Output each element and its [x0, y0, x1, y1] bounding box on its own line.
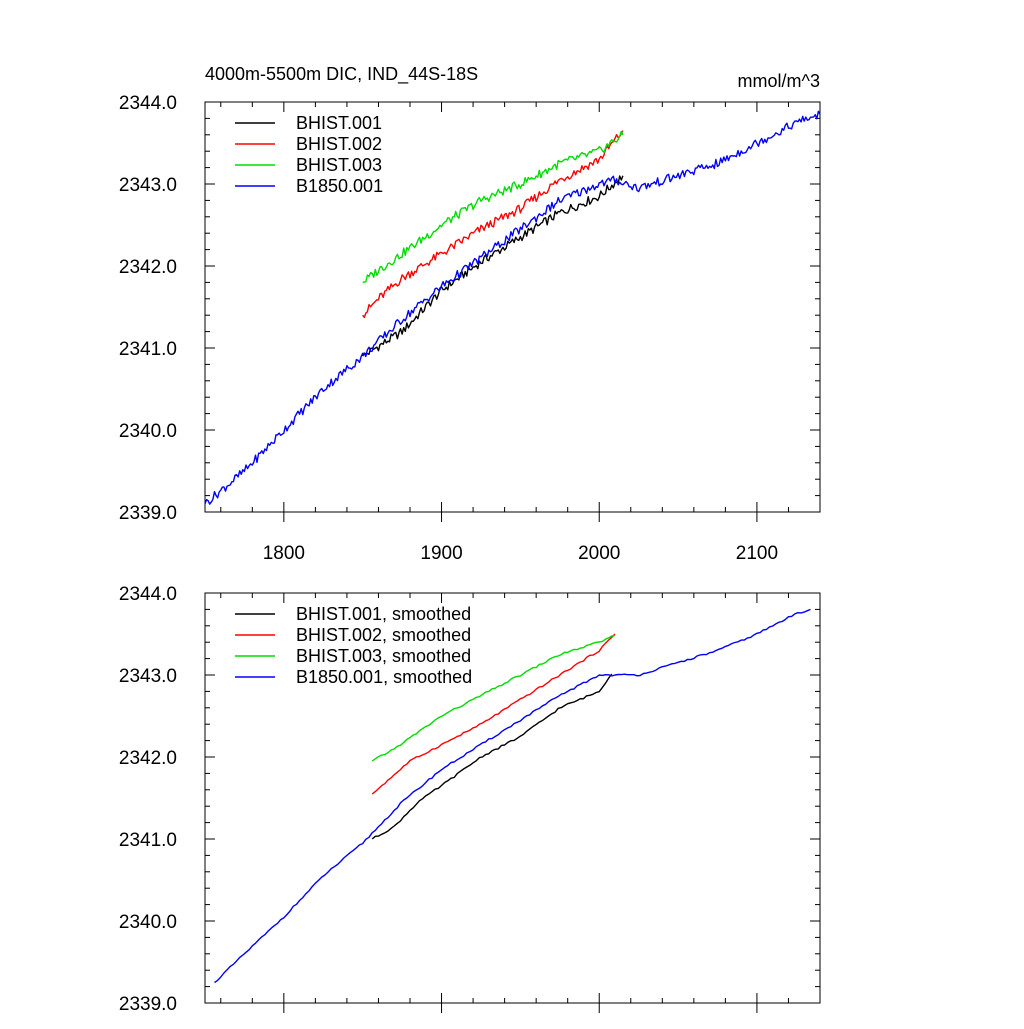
legend-label-4: B1850.001 — [296, 176, 383, 196]
y-tick-label: 2342.0 — [119, 748, 177, 769]
panel-1: 2339.0 2340.0 2341.0 2342.0 2343.0 2344.0 1800… — [119, 64, 821, 564]
y-tick-label: 2343.0 — [119, 175, 177, 196]
y-tick-label: 2340.0 — [119, 912, 177, 933]
y-tick-label: 2342.0 — [119, 257, 177, 278]
series-line-2 — [362, 130, 624, 319]
y-tick-label: 2344.0 — [119, 584, 177, 605]
x-tick-label: 1900 — [420, 543, 462, 564]
series-line-1 — [362, 175, 624, 357]
legend-label-1: BHIST.001 — [296, 113, 382, 133]
units-label: mmol/m^3 — [738, 71, 820, 91]
series-line-4 — [214, 608, 811, 984]
legend-label-2: BHIST.002 — [296, 134, 382, 154]
chart-title: 4000m-5500m DIC, IND_44S-18S — [205, 64, 478, 85]
legend-label-3: BHIST.003 — [296, 155, 382, 175]
y-tick-label: 2339.0 — [119, 503, 177, 524]
plot-frame — [204, 101, 821, 513]
x-tick-label: 2000 — [578, 543, 620, 564]
y-tick-label: 2343.0 — [119, 666, 177, 687]
y-tick-label: 2339.0 — [119, 994, 177, 1015]
y-tick-label: 2341.0 — [119, 830, 177, 851]
x-tick-label: 2100 — [736, 543, 778, 564]
series-line-3 — [371, 634, 616, 762]
series-line-1 — [371, 673, 613, 840]
legend-label-1: BHIST.001, smoothed — [296, 604, 471, 624]
y-tick-label: 2344.0 — [119, 93, 177, 114]
legend-label-2: BHIST.002, smoothed — [296, 625, 471, 645]
series-line-3 — [362, 130, 624, 284]
series-line-4 — [204, 110, 821, 505]
series-line-2 — [371, 633, 616, 795]
y-tick-label: 2341.0 — [119, 339, 177, 360]
y-tick-label: 2340.0 — [119, 421, 177, 442]
plot-frame — [204, 592, 821, 1004]
legend-label-4: B1850.001, smoothed — [296, 667, 472, 687]
panel-2: 2339.0 2340.0 2341.0 2342.0 2343.0 2344.0 BHIS… — [119, 584, 821, 1015]
x-tick-label: 1800 — [263, 543, 305, 564]
legend-label-3: BHIST.003, smoothed — [296, 646, 471, 666]
